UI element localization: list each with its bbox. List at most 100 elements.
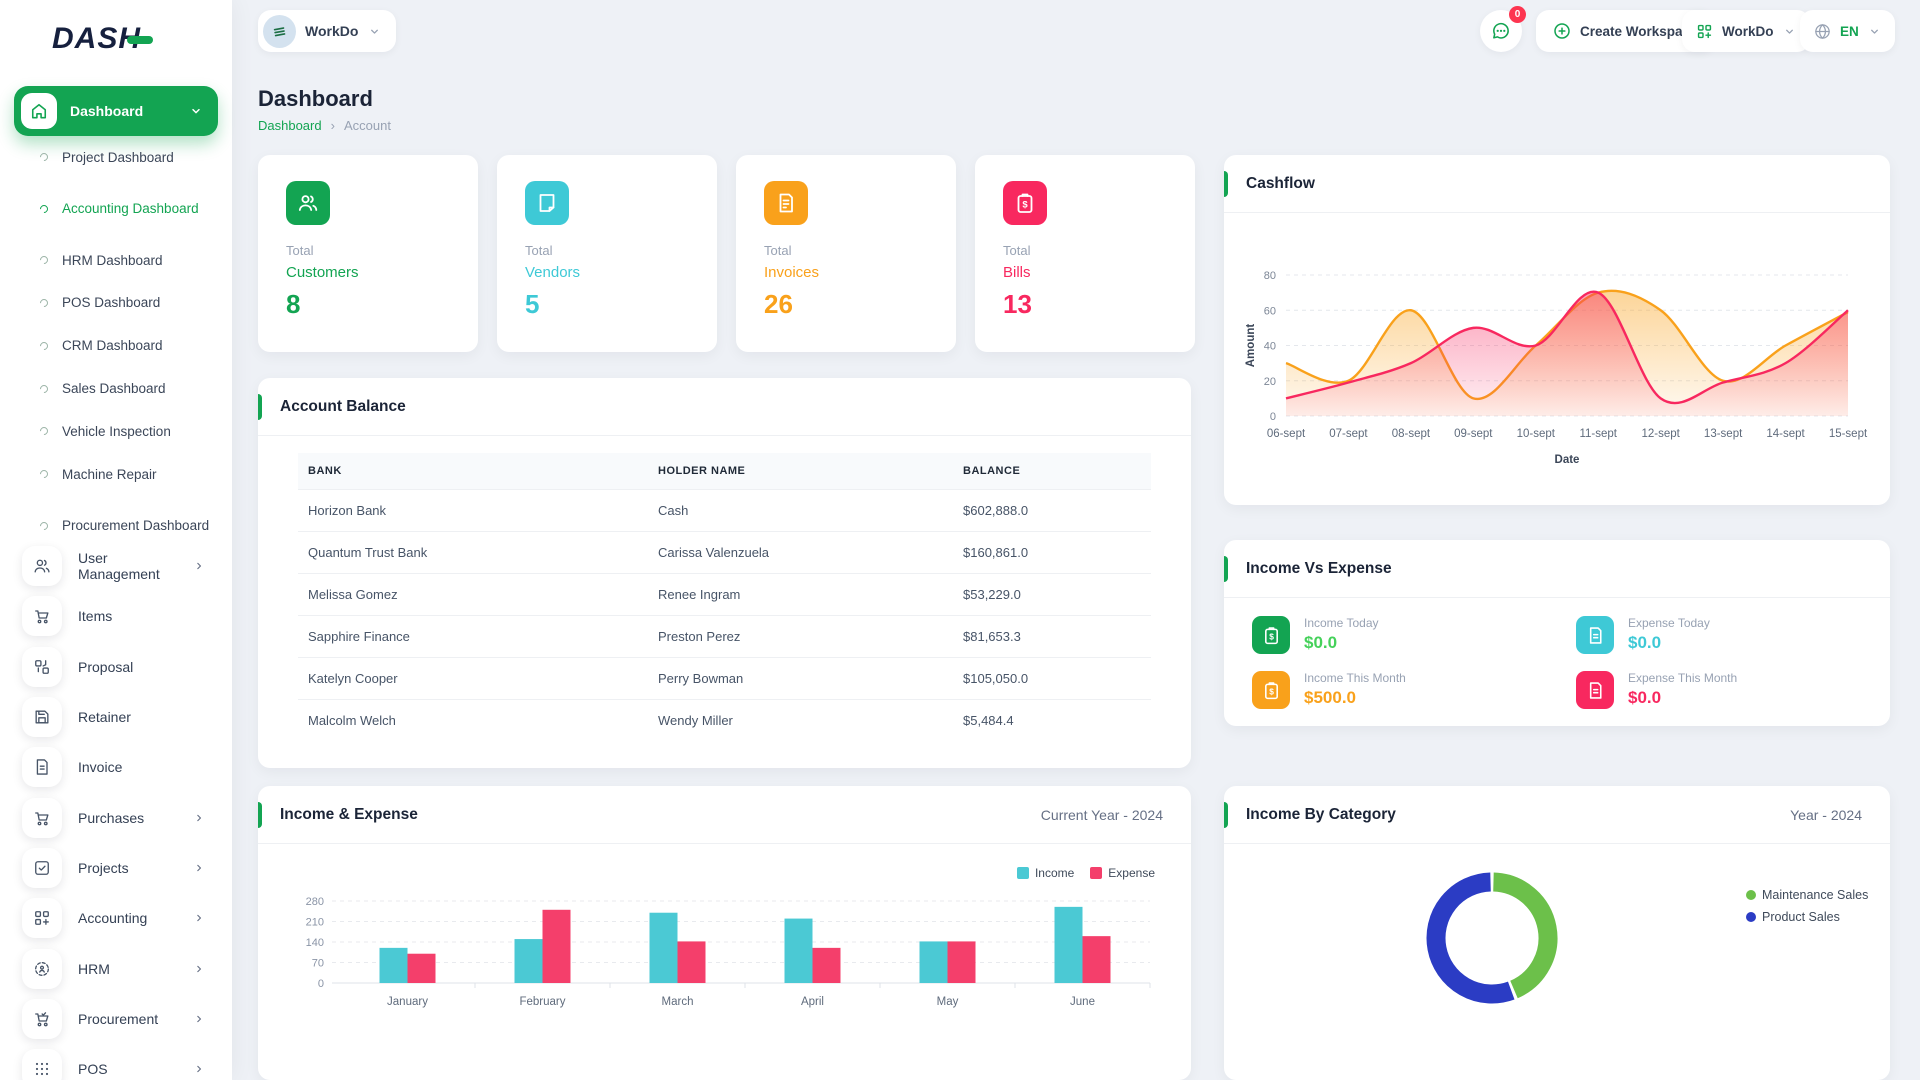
tile-income-today: $ Income Today $0.0: [1252, 616, 1379, 654]
legend-item-expense[interactable]: Expense: [1090, 866, 1155, 880]
bar-expense-may: [947, 941, 976, 983]
income-by-category-donut-chart: [1426, 872, 1558, 1004]
stat-card-prefix: Total: [525, 243, 553, 258]
sidebar-subitem-procurement-dashboard[interactable]: Procurement Dashboard: [0, 496, 232, 556]
users-icon: [22, 546, 62, 587]
sidebar-item-proposal[interactable]: Proposal: [0, 642, 232, 692]
workspace-switcher[interactable]: WorkDo: [258, 10, 397, 52]
svg-text:08-sept: 08-sept: [1392, 428, 1431, 440]
stat-card-total-bills[interactable]: $ Total Bills 13: [975, 155, 1195, 352]
income-by-category-panel: Income By Category Year - 2024 Maintenan…: [1224, 786, 1890, 1080]
workspace-menu-button[interactable]: WorkDo: [1682, 10, 1810, 52]
income-vs-expense-header: Income Vs Expense: [1224, 540, 1890, 598]
account-balance-title: Account Balance: [280, 397, 406, 415]
stat-card-total-vendors[interactable]: Total Vendors 5: [497, 155, 717, 352]
sidebar-subitem-machine-repair[interactable]: Machine Repair: [0, 453, 232, 496]
sidebar-item-label: Proposal: [78, 658, 134, 675]
svg-text:0: 0: [318, 978, 324, 990]
sidebar-subitem-hrm-dashboard[interactable]: HRM Dashboard: [0, 239, 232, 282]
bank-cell: Katelyn Cooper: [298, 657, 650, 700]
legend-item-product-sales[interactable]: Product Sales: [1746, 910, 1840, 924]
breadcrumb-current: Account: [343, 118, 391, 133]
tile-label: Income Today: [1304, 616, 1379, 630]
cart-check-icon: [22, 998, 62, 1039]
workspace-avatar: [263, 14, 296, 48]
stat-card-value: 5: [525, 289, 540, 319]
bullet-circle-icon: [38, 297, 50, 309]
tile-expense-this-month: Expense This Month $0.0: [1576, 671, 1737, 709]
legend-label: Income: [1034, 866, 1075, 880]
bullet-circle-icon: [38, 519, 50, 532]
sidebar-item-accounting[interactable]: Accounting: [0, 893, 232, 943]
sidebar-item-pos[interactable]: POS: [0, 1044, 232, 1080]
chevron-down-icon: [188, 103, 204, 119]
layout-icon: [22, 646, 62, 687]
svg-text:15-sept: 15-sept: [1829, 428, 1868, 440]
tile-label: Expense Today: [1628, 616, 1710, 630]
bar-income-february: [514, 939, 543, 983]
messages-button[interactable]: 0: [1480, 6, 1526, 52]
sidebar-subitem-pos-dashboard[interactable]: POS Dashboard: [0, 282, 232, 325]
column-header-bank: BANK: [308, 465, 342, 477]
legend-item-income[interactable]: Income: [1016, 866, 1075, 880]
stat-card-prefix: Total: [1003, 243, 1031, 258]
table-row[interactable]: Horizon Bank Cash $602,888.0: [298, 489, 1151, 532]
chevron-right-icon: [192, 962, 206, 976]
sidebar-subitem-project-dashboard[interactable]: Project Dashboard: [0, 136, 232, 179]
sidebar-subitem-sales-dashboard[interactable]: Sales Dashboard: [0, 367, 232, 410]
app-logo[interactable]: DASH: [52, 22, 154, 56]
sidebar-subitem-accounting-dashboard[interactable]: Accounting Dashboard: [0, 179, 232, 239]
tile-label: Income This Month: [1304, 671, 1406, 685]
stat-card-label: Invoices: [764, 264, 820, 281]
svg-text:07-sept: 07-sept: [1329, 428, 1368, 440]
cashflow-series-pink-line: [1285, 290, 1849, 405]
svg-text:13-sept: 13-sept: [1704, 428, 1743, 440]
sidebar-item-hrm[interactable]: HRM: [0, 943, 232, 993]
chevron-right-icon: [192, 811, 206, 825]
sidebar-item-projects[interactable]: Projects: [0, 843, 232, 893]
legend-swatch: [1746, 890, 1756, 900]
table-row[interactable]: Quantum Trust Bank Carissa Valenzuela $160…: [298, 531, 1151, 574]
stat-card-total-invoices[interactable]: Total Invoices 26: [736, 155, 956, 352]
table-row[interactable]: Melissa Gomez Renee Ingram $53,229.0: [298, 573, 1151, 616]
sidebar-item-purchases[interactable]: Purchases: [0, 792, 232, 842]
plus-circle-icon: [1552, 21, 1572, 41]
sidebar-item-invoice[interactable]: Invoice: [0, 742, 232, 792]
breadcrumb-dashboard-link[interactable]: Dashboard: [258, 118, 322, 133]
bullet-circle-icon: [38, 203, 50, 215]
sidebar-subitem-crm-dashboard[interactable]: CRM Dashboard: [0, 324, 232, 367]
bullet-circle-icon: [38, 382, 50, 395]
bar-income-june: [1054, 906, 1083, 983]
bar-expense-june: [1082, 936, 1111, 983]
language-selector[interactable]: EN: [1800, 10, 1895, 52]
tile-income-this-month: $ Income This Month $500.0: [1252, 671, 1406, 709]
dots-grid-icon: [22, 1049, 62, 1080]
sidebar-subitem-label: Machine Repair: [62, 466, 157, 482]
svg-text:April: April: [801, 996, 824, 1008]
workspace-name: WorkDo: [305, 23, 359, 39]
chevron-down-icon: [367, 24, 382, 39]
stat-card-total-customers[interactable]: Total Customers 8: [258, 155, 478, 352]
chevron-right-icon: [192, 911, 206, 925]
table-row[interactable]: Malcolm Welch Wendy Miller $5,484.4: [298, 699, 1151, 741]
legend-item-maintenance-sales[interactable]: Maintenance Sales: [1746, 888, 1868, 902]
sidebar-item-retainer[interactable]: Retainer: [0, 692, 232, 742]
bullet-circle-icon: [38, 468, 50, 480]
bank-cell: Quantum Trust Bank: [298, 531, 650, 574]
svg-text:60: 60: [1264, 305, 1276, 317]
sidebar-item-items[interactable]: Items: [0, 591, 232, 641]
sidebar-dashboard-submenu: Project Dashboard Accounting Dashboard HRM…: [0, 136, 232, 556]
table-row[interactable]: Katelyn Cooper Perry Bowman $105,050.0: [298, 657, 1151, 700]
grid-plus-icon: [22, 898, 62, 939]
sidebar-item-user-management[interactable]: User Management: [0, 541, 232, 591]
target-icon: [22, 948, 62, 989]
table-row[interactable]: Sapphire Finance Preston Perez $81,653.3: [298, 615, 1151, 658]
home-icon: [21, 93, 57, 129]
legend-label: Product Sales: [1762, 910, 1840, 924]
sidebar-item-label: HRM: [78, 960, 110, 977]
sidebar-item-dashboard[interactable]: Dashboard: [14, 86, 218, 136]
sidebar-item-procurement[interactable]: Procurement: [0, 994, 232, 1044]
sidebar-subitem-vehicle-inspection[interactable]: Vehicle Inspection: [0, 410, 232, 453]
balance-cell: $81,653.3: [955, 615, 1151, 658]
svg-text:Amount: Amount: [1245, 324, 1257, 368]
